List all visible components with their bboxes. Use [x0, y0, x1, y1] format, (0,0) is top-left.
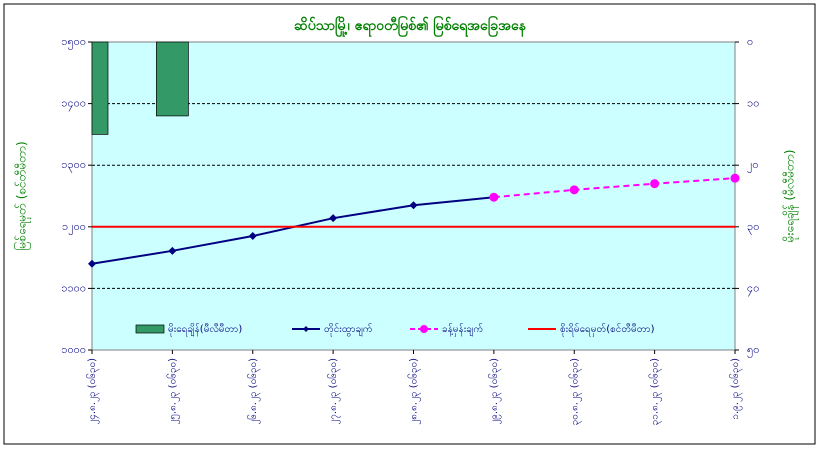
bar	[156, 41, 189, 117]
bar	[91, 41, 109, 135]
x-tick-label: ၃၀.၈.၂၃ (၀၆၃၀)	[567, 358, 582, 425]
legend-label: တိုင်းထွာချက်	[324, 322, 373, 337]
y-tick-label: ၁၀၀၀	[61, 343, 86, 356]
x-tick-label: ၂၈.၈.၂၃ (၀၆၃၀)	[407, 358, 422, 425]
y-tick-label: ၁၃၀၀	[61, 158, 86, 173]
y2-axis-label: မိုးရေချိန် (မီလီမီတာ)	[782, 150, 800, 243]
y2-tick-label: ၃၀	[747, 220, 759, 235]
legend-swatch	[135, 324, 165, 334]
x-tick-label: ၁.၉.၂၃ (၀၆၃၀)	[728, 358, 743, 420]
y2-tick-label: ၁၀	[747, 97, 759, 110]
y-tick-label: ၁၅၀၀	[61, 35, 86, 50]
x-tick-label: ၂၆.၈.၂၃ (၀၆၃၀)	[246, 358, 261, 425]
x-tick-label: ၂၉.၈.၂၃ (၀၆၃၀)	[487, 358, 502, 425]
y2-tick-label: ၅၀	[747, 343, 759, 358]
marker	[88, 259, 96, 268]
marker	[409, 201, 418, 210]
chart-title: ဆိပ်သာမြို့၊ ဧရာဝတီမြစ်၏ မြစ်ရေအခြေအနေ	[294, 16, 526, 37]
marker	[569, 185, 579, 195]
x-tick-label: ၂၄.၈.၂၃ (၀၆၃၀)	[85, 358, 100, 425]
legend-label: ခန့်မှန်းချက်	[442, 322, 483, 337]
line	[493, 177, 736, 199]
marker	[650, 179, 660, 189]
plot-area	[91, 41, 736, 351]
legend-marker	[420, 325, 428, 333]
marker	[329, 214, 338, 223]
legend-marker	[303, 326, 309, 332]
marker	[168, 246, 177, 255]
y-tick-label: ၁၂၀၀	[62, 220, 86, 235]
x-tick-label: ၃၁.၈.၂၃ (၀၆၃၀)	[648, 358, 663, 425]
legend-label: စိုးရိမ်ရေမှတ်(စင်တီမီတာ)	[560, 322, 655, 337]
y-axis-label: မြစ်ရေမှတ် (စင်တီမီတာ)	[13, 141, 32, 250]
marker	[248, 232, 257, 241]
x-tick-label: ၂၇.၈.၂၃ (၀၆၃၀)	[326, 358, 341, 425]
x-tick-label: ၂၅.၈.၂၃ (၀၆၃၀)	[165, 358, 180, 425]
y-tick-label: ၁၄၀၀	[61, 97, 86, 112]
legend-label: မိုးရေချိန်(မီလီမီတာ)	[168, 322, 242, 337]
y2-tick-label: ၀	[747, 35, 753, 48]
marker	[489, 192, 499, 202]
y-tick-label: ၁၁၀၀	[61, 281, 86, 294]
marker	[730, 173, 740, 183]
y2-tick-label: ၄၀	[747, 281, 759, 296]
y2-tick-label: ၂၀	[747, 158, 759, 173]
